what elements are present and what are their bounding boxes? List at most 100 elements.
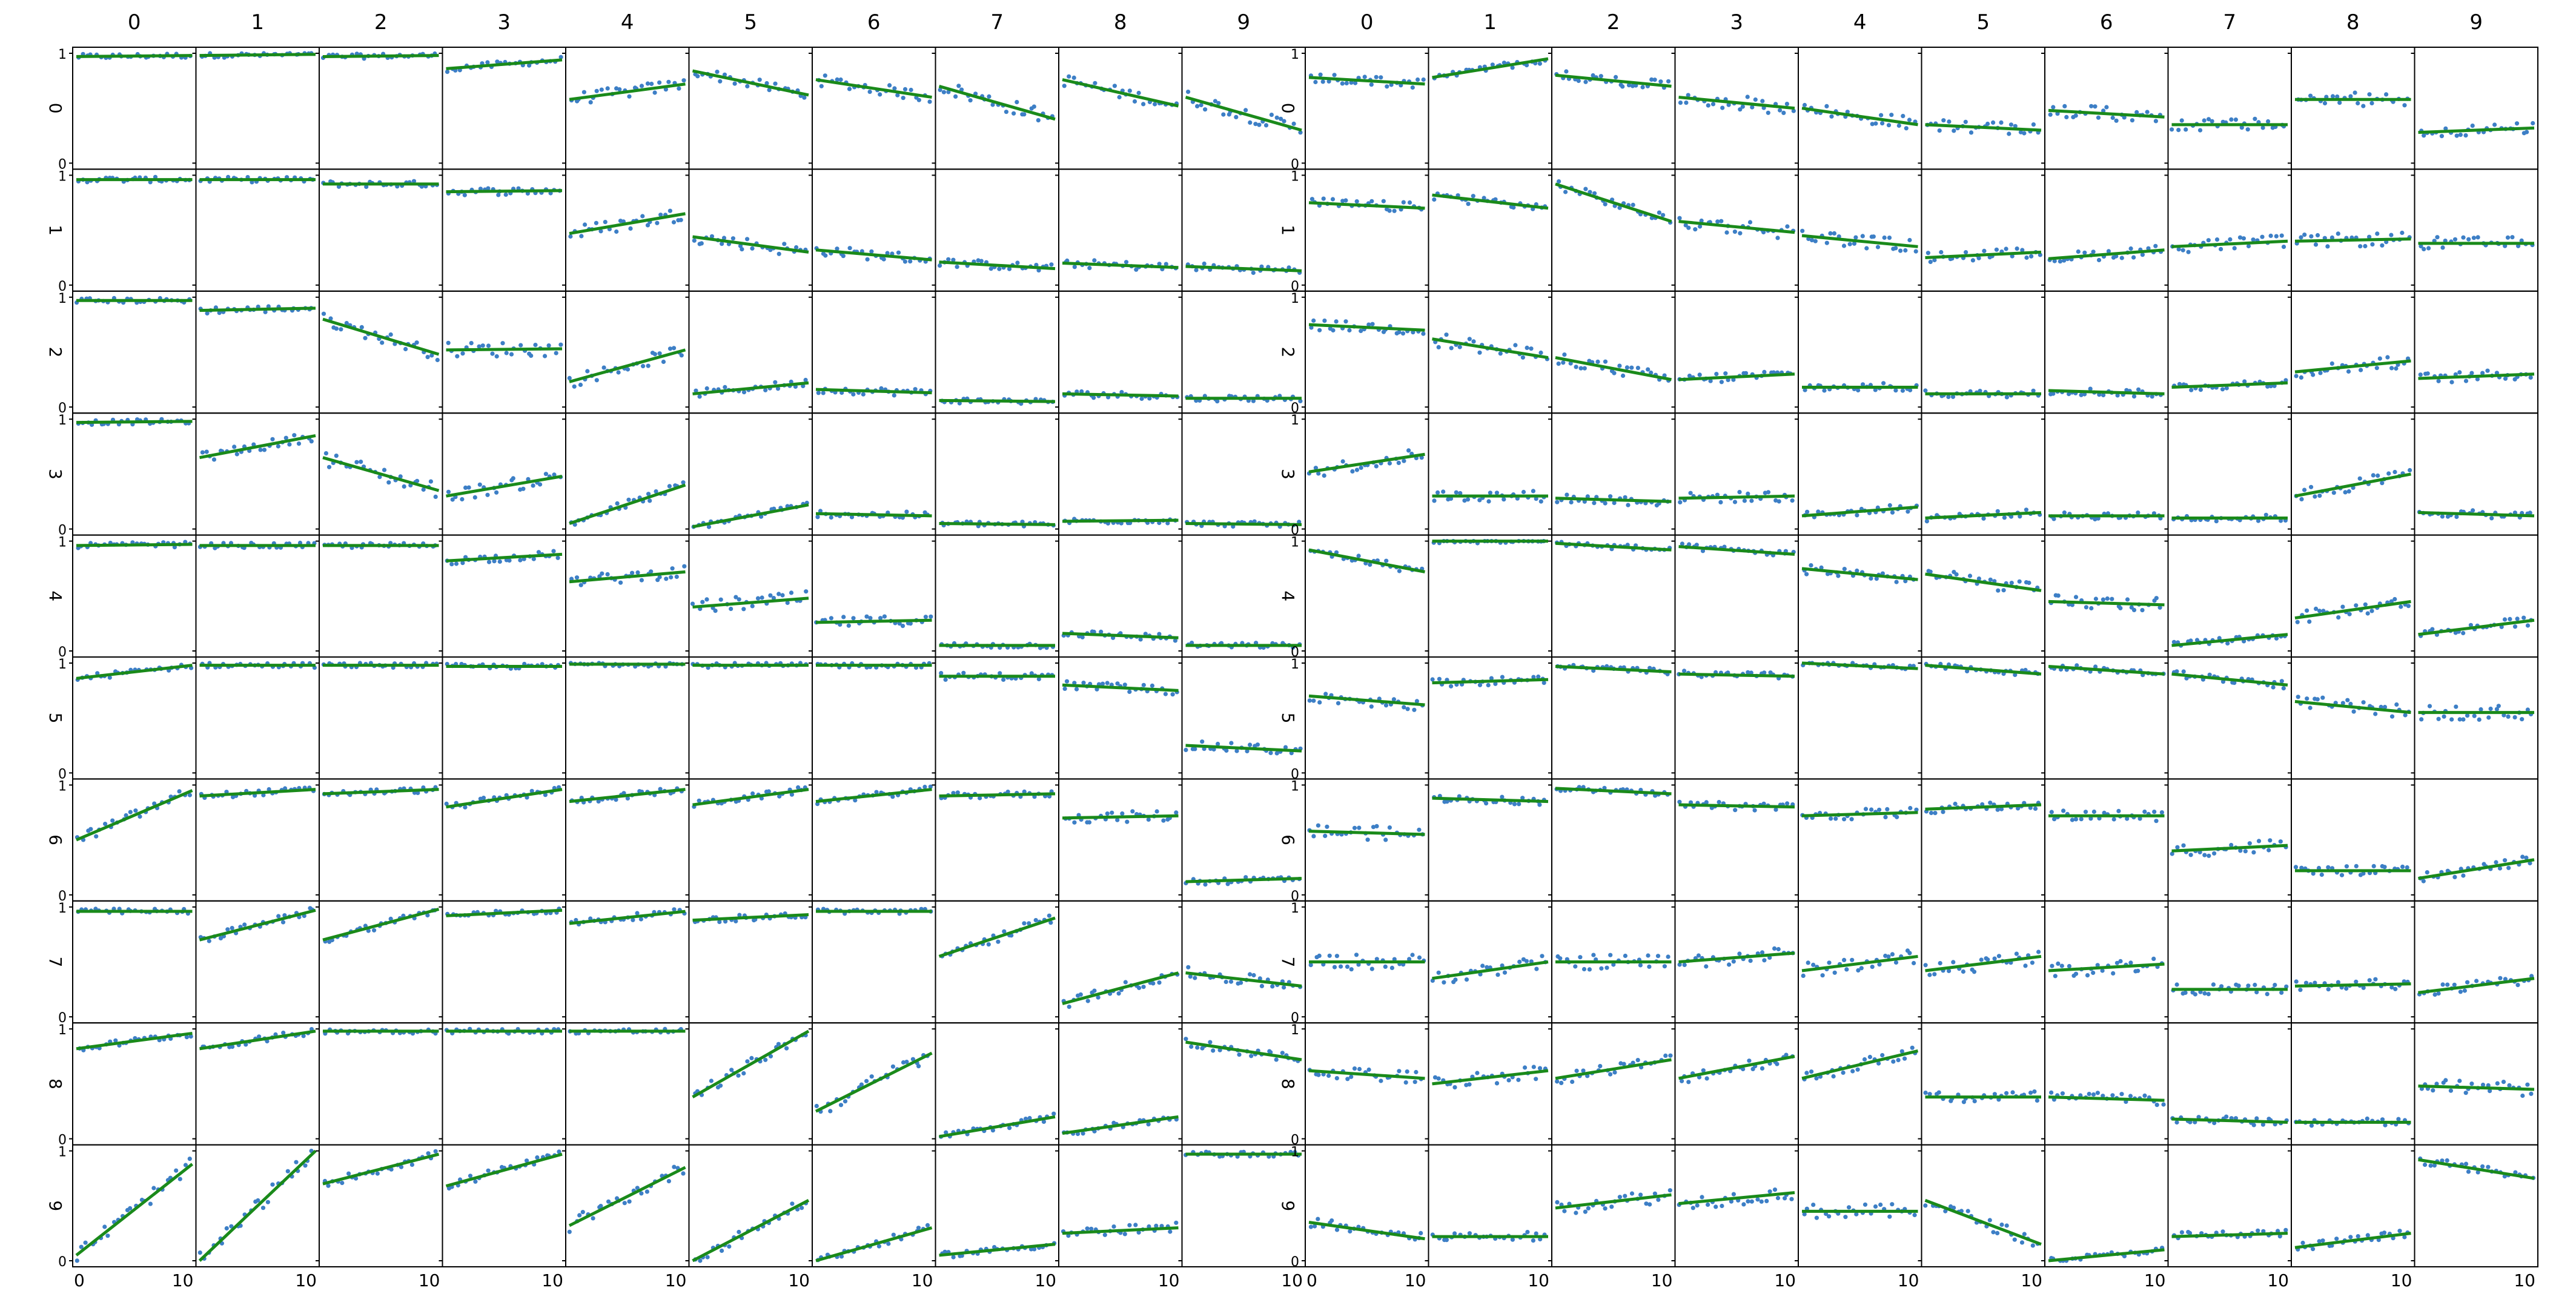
cell-1-6: [2041, 168, 2169, 292]
data-point: [1686, 93, 1690, 97]
cell-1-5: [685, 168, 813, 292]
data-point: [1387, 461, 1392, 466]
data-point: [1700, 549, 1706, 553]
data-point: [755, 596, 761, 601]
cell-plot-area: [1432, 191, 1549, 211]
data-point: [1217, 1048, 1222, 1052]
data-point: [829, 616, 833, 621]
data-point: [183, 1163, 188, 1167]
data-point: [618, 580, 623, 585]
data-point: [529, 788, 534, 793]
data-point: [1410, 85, 1415, 90]
data-point: [265, 1200, 270, 1204]
data-point: [389, 1167, 394, 1172]
fit-line: [1801, 505, 1918, 518]
data-point: [2131, 607, 2137, 613]
x-tick-label: 10: [788, 1270, 810, 1290]
data-point: [281, 1031, 286, 1035]
data-point: [2233, 117, 2238, 122]
y-tick-label: 1: [1291, 413, 1299, 428]
cell-plot-area: [322, 541, 439, 550]
data-point: [1907, 237, 1912, 243]
data-point: [901, 96, 906, 101]
data-point: [773, 81, 778, 86]
data-point: [835, 246, 839, 251]
y-tick-label: 0: [1291, 157, 1299, 172]
data-point: [639, 84, 644, 88]
cell-9-0: [69, 1144, 197, 1267]
data-point: [2002, 515, 2007, 520]
fit-line: [569, 348, 686, 383]
data-point: [1715, 219, 1720, 224]
fit-line: [1555, 356, 1672, 381]
data-point: [853, 798, 858, 803]
data-point: [2229, 117, 2234, 122]
data-point: [1116, 991, 1121, 996]
data-point: [938, 263, 942, 268]
data-point: [909, 87, 913, 93]
cell-4-3: [1671, 534, 1799, 658]
data-point: [800, 1206, 804, 1210]
cell-plot-area: [76, 906, 193, 916]
data-point: [2317, 494, 2322, 498]
data-point: [552, 472, 557, 477]
data-point: [481, 796, 486, 801]
data-point: [865, 257, 870, 262]
data-point: [1646, 367, 1651, 372]
fit-line: [1062, 1226, 1179, 1235]
cell-frame: [1921, 168, 2045, 292]
data-point: [1576, 78, 1581, 84]
data-point: [429, 353, 434, 358]
cell-4-4: [562, 534, 690, 658]
cell-plot-area: [1308, 72, 1426, 90]
data-point: [1630, 84, 1635, 88]
data-point: [819, 84, 824, 88]
data-point: [2089, 606, 2094, 611]
cell-plot-area: [2294, 596, 2411, 624]
data-point: [1173, 638, 1177, 643]
data-point: [558, 54, 563, 59]
data-point: [1775, 236, 1780, 240]
data-point: [674, 574, 679, 580]
data-point: [1538, 499, 1543, 504]
y-tick-label: 1: [1291, 535, 1299, 550]
data-point: [2469, 371, 2474, 375]
fit-line: [2294, 472, 2411, 498]
data-point: [1174, 1220, 1179, 1225]
data-point: [1047, 913, 1051, 918]
data-point: [1742, 498, 1747, 503]
fit-line: [1925, 572, 2042, 592]
y-tick-label: 0: [58, 889, 67, 904]
data-point: [1555, 500, 1560, 504]
cell-plot-area: [939, 1111, 1056, 1139]
fit-line: [2418, 126, 2535, 134]
data-point: [454, 561, 459, 566]
data-point: [232, 444, 237, 449]
cell-5-2: [1548, 656, 1676, 780]
data-point: [2313, 242, 2319, 247]
cell-plot-area: [446, 340, 563, 359]
data-point: [1737, 490, 1742, 495]
column-label-0: 0: [1360, 10, 1374, 35]
data-point: [1154, 809, 1159, 814]
data-point: [1829, 114, 1834, 119]
y-tick-label: 0: [58, 1011, 67, 1026]
cell-5-3: [439, 656, 566, 780]
data-point: [846, 623, 851, 628]
y-tick-label: 0: [58, 767, 67, 782]
data-point: [2314, 606, 2319, 612]
cell-5-6: [809, 656, 936, 780]
data-point: [766, 789, 771, 794]
cell-5-5: [685, 656, 813, 780]
data-point: [916, 1064, 921, 1069]
cell-plot-area: [1061, 971, 1180, 1009]
fit-line: [1185, 265, 1302, 272]
data-point: [1952, 128, 1956, 133]
data-point: [2449, 380, 2454, 385]
data-point: [2419, 244, 2423, 249]
data-point: [2073, 595, 2079, 599]
data-point: [816, 391, 821, 395]
data-point: [1629, 365, 1634, 370]
data-point: [2134, 110, 2139, 114]
data-point: [2471, 508, 2475, 513]
